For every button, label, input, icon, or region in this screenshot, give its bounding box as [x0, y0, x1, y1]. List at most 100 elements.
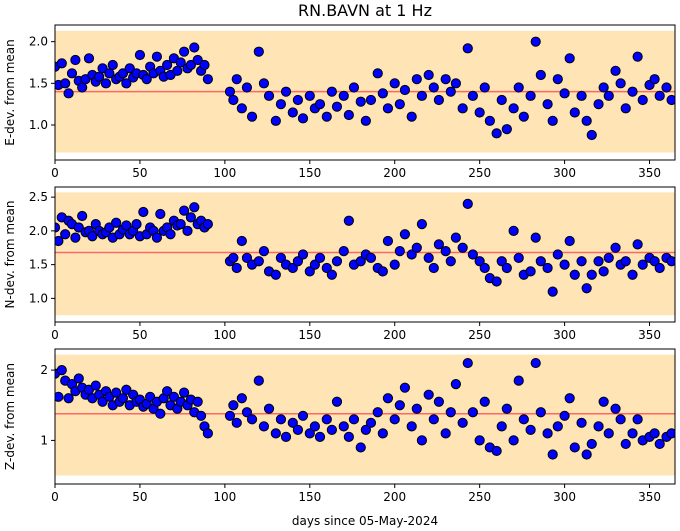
data-point: [406, 249, 417, 260]
data-point: [576, 256, 587, 267]
data-point: [581, 449, 592, 460]
data-point: [610, 242, 621, 253]
data-point: [445, 86, 456, 97]
data-point: [117, 68, 129, 79]
data-point: [338, 246, 349, 257]
data-point: [224, 410, 236, 421]
data-point: [399, 84, 411, 96]
data-point: [182, 225, 193, 236]
data-point: [56, 364, 67, 376]
data-point: [576, 417, 587, 428]
data-point: [593, 421, 604, 432]
data-point: [155, 408, 166, 419]
data-point: [525, 424, 536, 435]
data-point: [547, 115, 558, 126]
x-tick-label: 0: [51, 328, 59, 342]
data-point: [394, 99, 405, 110]
data-point: [445, 407, 456, 418]
data-point: [365, 94, 377, 106]
data-point: [338, 421, 349, 432]
data-point: [564, 235, 575, 247]
x-tick-label: 300: [553, 166, 576, 180]
data-point: [416, 219, 428, 230]
data-point: [428, 82, 439, 93]
data-point: [467, 407, 478, 418]
data-point: [564, 393, 575, 404]
data-point: [525, 266, 536, 277]
data-point: [343, 109, 354, 121]
data-point: [462, 198, 473, 209]
data-point: [411, 403, 422, 414]
data-point: [185, 212, 196, 223]
data-point: [382, 393, 394, 404]
data-point: [377, 88, 388, 99]
data-point: [326, 269, 337, 280]
data-point: [73, 373, 84, 384]
data-point: [491, 445, 502, 457]
data-point: [360, 115, 371, 126]
data-point: [372, 68, 383, 79]
x-tick-label: 100: [213, 328, 236, 342]
axes-frame: [54, 24, 676, 161]
plot-area: [55, 354, 675, 476]
data-point: [666, 428, 675, 439]
plot-area: [55, 192, 675, 316]
data-point: [479, 82, 490, 93]
data-point: [496, 256, 507, 267]
x-tick-label: 200: [383, 166, 406, 180]
x-tick-label: 100: [213, 166, 236, 180]
data-point: [331, 256, 343, 267]
data-point: [189, 202, 200, 213]
data-point: [231, 262, 242, 274]
data-point: [552, 249, 563, 260]
data-point: [178, 205, 190, 216]
data-point: [202, 428, 213, 439]
data-point: [63, 88, 74, 99]
data-point: [501, 124, 512, 135]
data-point: [304, 90, 315, 101]
x-tick-label: 150: [298, 328, 321, 342]
data-point: [525, 90, 536, 101]
data-point: [287, 107, 298, 118]
data-point: [121, 384, 132, 395]
data-point: [479, 262, 490, 274]
data-point: [241, 82, 253, 93]
x-tick-label: 250: [468, 328, 491, 342]
data-point: [372, 407, 383, 418]
data-point: [117, 393, 129, 404]
data-point: [508, 435, 519, 446]
data-point: [331, 396, 343, 407]
data-point: [275, 414, 287, 425]
panel-1: 0 50 100 150 200 250 300 350 1.0 1.5 2.0 E-dev. fro…: [3, 24, 676, 180]
data-point: [241, 252, 253, 263]
data-point: [309, 259, 320, 270]
data-point: [104, 222, 115, 233]
y-axis-label: N-dev. from mean: [3, 201, 17, 309]
x-tick-label: 150: [298, 490, 321, 504]
data-point: [168, 391, 180, 402]
data-point: [479, 396, 490, 407]
x-tick-label: 0: [51, 166, 59, 180]
data-point: [263, 403, 275, 414]
data-point: [134, 49, 146, 61]
y-tick-label: 1.5: [29, 258, 48, 272]
data-point: [389, 259, 400, 270]
data-point: [423, 389, 434, 400]
data-point: [155, 208, 166, 220]
data-point: [491, 128, 502, 139]
data-point: [581, 283, 592, 294]
data-point: [253, 46, 264, 57]
data-point: [603, 252, 614, 263]
data-point: [87, 231, 98, 242]
data-point: [564, 53, 575, 64]
data-point: [111, 387, 122, 398]
data-point: [576, 90, 587, 101]
data-point: [185, 59, 196, 71]
data-point: [100, 78, 112, 89]
data-point: [496, 421, 507, 432]
x-tick-label: 250: [468, 166, 491, 180]
chart-title: RN.BAVN at 1 Hz: [298, 1, 432, 20]
data-point: [433, 239, 444, 250]
data-point: [377, 428, 388, 439]
data-point: [355, 96, 366, 107]
